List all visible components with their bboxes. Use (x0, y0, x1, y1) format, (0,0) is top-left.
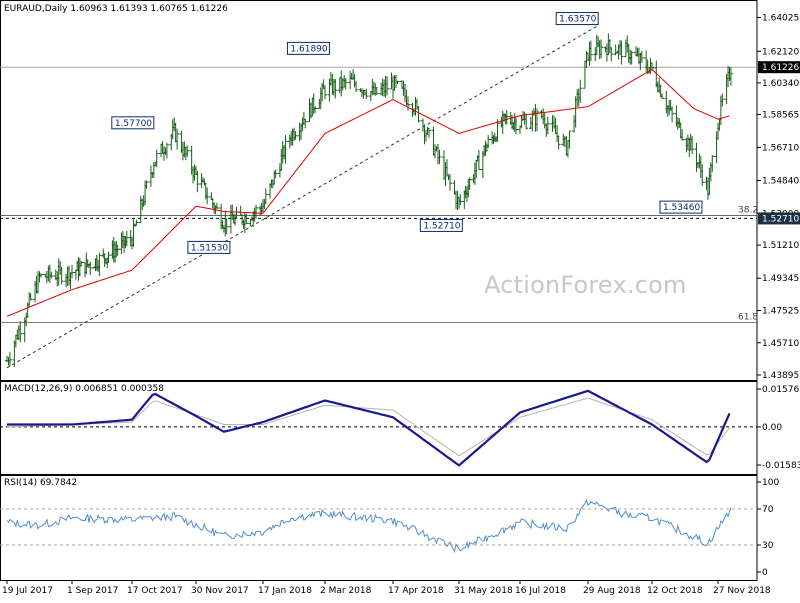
price-header: EURAUD,Daily 1.60963 1.61393 1.60765 1.6… (4, 4, 228, 14)
annotation-box (659, 200, 703, 214)
fib-level-label: 61.8 (738, 313, 758, 323)
support-line-axis-box (758, 212, 800, 225)
macd-y-tick-label: -0.015834 (762, 461, 800, 471)
macd-signal-line (6, 397, 730, 457)
macd-y-tick-label: 0.00 (762, 423, 782, 433)
price-y-tick-label: 1.47525 (762, 307, 799, 317)
price-y-tick-label: 1.45710 (762, 339, 799, 349)
annotation-box (111, 116, 155, 130)
x-tick-label: 30 Nov 2017 (191, 586, 249, 596)
price-y-tick-label: 1.49345 (762, 274, 799, 284)
price-panel-frame (0, 0, 758, 381)
x-tick-label: 16 Jul 2018 (515, 586, 566, 596)
x-tick-label: 27 Nov 2018 (713, 586, 771, 596)
annotation-box (187, 240, 231, 254)
x-tick-label: 1 Sep 2017 (67, 586, 118, 596)
price-y-tick-label: 1.56710 (762, 143, 799, 153)
ohlc-values: 1.60963 1.61393 1.60765 1.61226 (70, 4, 228, 14)
price-y-tick-label: 1.64025 (762, 13, 799, 23)
price-y-tick-label: 1.60340 (762, 79, 799, 89)
annotation-label: 1.51530 (191, 243, 228, 253)
last-price-axis-box (758, 61, 800, 74)
last-price-axis-label: 1.61226 (762, 63, 799, 73)
x-tick-label: 2 Mar 2018 (320, 586, 372, 596)
annotation-box (286, 41, 330, 55)
rsi-y-tick-label: 70 (762, 505, 774, 515)
rsi-y-tick-label: 0 (762, 568, 768, 578)
symbol-label: EURAUD,Daily (4, 4, 68, 14)
support-line-axis-label: 1.52710 (762, 214, 799, 224)
watermark: ActionForex.com (484, 271, 687, 299)
x-tick-label: 31 May 2018 (454, 586, 513, 596)
rsi-y-tick-label: 100 (762, 478, 779, 488)
price-y-tick-label: 1.62120 (762, 47, 799, 57)
annotation-label: 1.61890 (290, 44, 327, 54)
macd-header: MACD(12,26,9) 0.006851 0.000358 (4, 384, 164, 394)
macd-line (7, 389, 731, 467)
annotation-label: 1.53460 (663, 203, 700, 213)
rsi-panel-frame (0, 475, 758, 581)
annotation-label: 1.63570 (559, 15, 596, 25)
x-tick-label: 17 Jan 2018 (258, 586, 312, 596)
x-tick-label: 17 Oct 2017 (127, 586, 183, 596)
macd-y-tick-label: 0.015762 (762, 385, 800, 395)
price-y-tick-label: 1.43895 (762, 371, 799, 381)
price-y-tick-label: 1.58565 (762, 110, 799, 120)
trendline (6, 25, 599, 369)
annotation-box (555, 12, 599, 26)
rsi-y-tick-label: 30 (762, 541, 774, 551)
rsi-header: RSI(14) 69.7842 (4, 478, 78, 488)
annotation-box (419, 218, 463, 232)
ma-line (6, 68, 730, 317)
x-tick-label: 17 Apr 2018 (388, 586, 444, 596)
annotation-label: 1.57700 (115, 119, 152, 129)
annotation-label: 1.52710 (423, 221, 460, 231)
fib-level-label: 38.2 (738, 205, 758, 215)
price-y-tick-label: 1.51210 (762, 241, 799, 251)
price-y-tick-label: 1.54840 (762, 177, 799, 187)
x-tick-label: 12 Oct 2018 (647, 586, 703, 596)
x-tick-label: 19 Jul 2017 (2, 586, 53, 596)
x-tick-label: 29 Aug 2018 (583, 586, 641, 596)
macd-panel-frame (0, 381, 758, 475)
rsi-line (6, 498, 732, 554)
